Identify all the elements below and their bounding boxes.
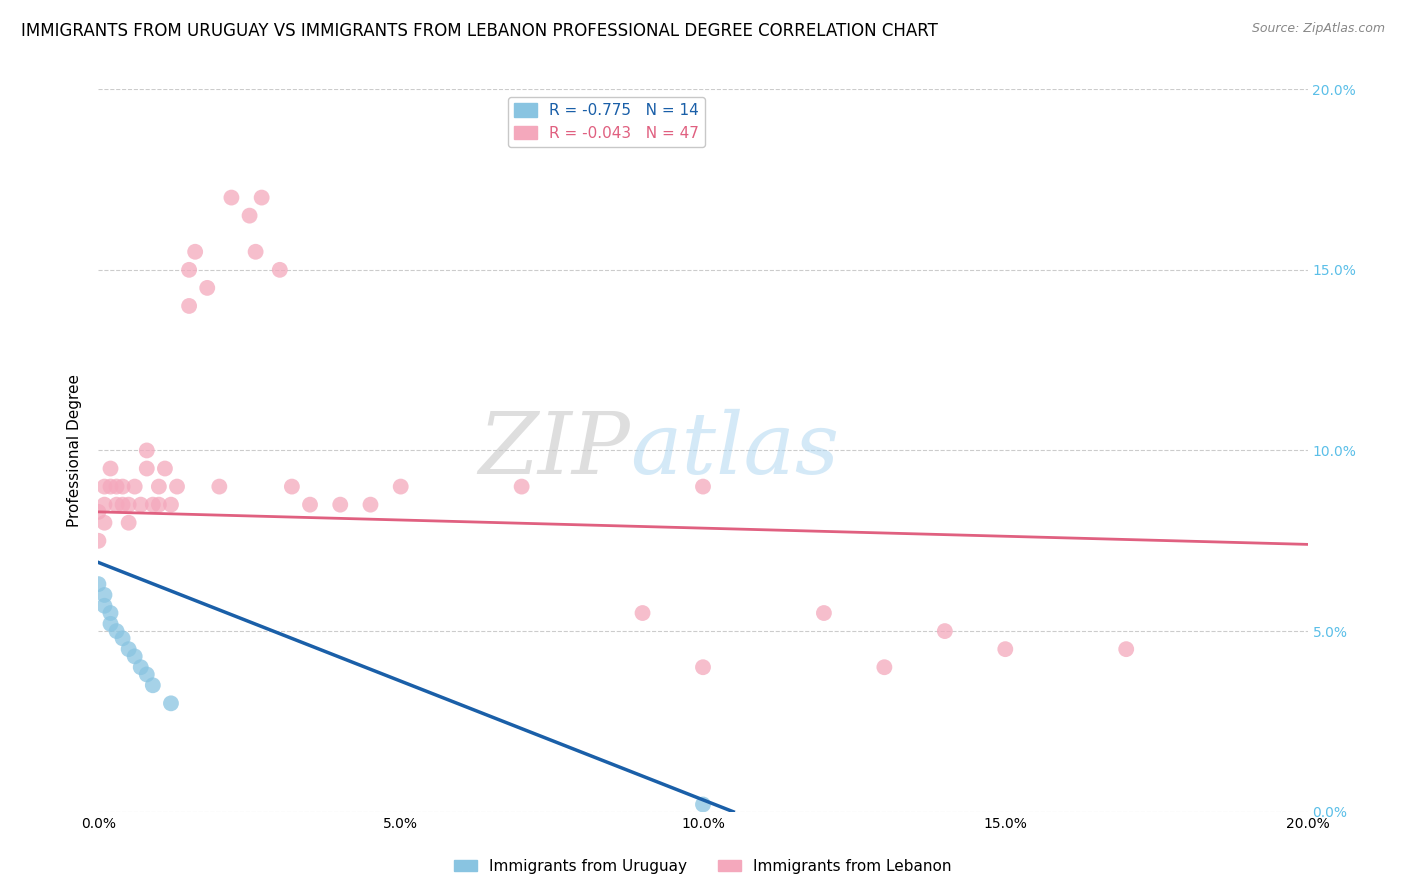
Point [692,797,714,812]
Point [111,480,134,494]
Point [135,443,157,458]
Point [118,498,141,512]
Point [239,209,262,223]
Point [129,498,152,512]
Point [510,480,533,494]
Point [179,263,201,277]
Point [135,461,157,475]
Point [250,191,273,205]
Point [281,480,304,494]
Point [299,498,322,512]
Point [813,606,835,620]
Point [148,480,170,494]
Point [100,480,122,494]
Point [100,606,122,620]
Point [93,599,115,613]
Point [160,697,183,711]
Point [329,498,352,512]
Point [87,577,110,591]
Point [873,660,896,674]
Point [692,660,714,674]
Point [100,461,122,475]
Point [692,480,714,494]
Point [208,480,231,494]
Point [142,498,165,512]
Point [195,281,218,295]
Point [179,299,201,313]
Point [360,498,382,512]
Legend: R = -0.775   N = 14, R = -0.043   N = 47: R = -0.775 N = 14, R = -0.043 N = 47 [508,97,704,147]
Point [389,480,412,494]
Point [631,606,654,620]
Point [87,533,110,548]
Y-axis label: Professional Degree: Professional Degree [67,374,83,527]
Point [93,498,115,512]
Point [142,678,165,692]
Point [269,263,291,277]
Point [111,632,134,646]
Point [166,480,188,494]
Point [118,642,141,657]
Text: ZIP: ZIP [478,409,630,491]
Point [153,461,176,475]
Point [994,642,1017,657]
Point [245,244,267,259]
Point [105,480,128,494]
Point [87,505,110,519]
Point [135,667,157,681]
Point [124,649,146,664]
Legend: Immigrants from Uruguay, Immigrants from Lebanon: Immigrants from Uruguay, Immigrants from… [449,853,957,880]
Text: atlas: atlas [630,409,839,491]
Point [1115,642,1137,657]
Point [111,498,134,512]
Point [105,624,128,639]
Text: Source: ZipAtlas.com: Source: ZipAtlas.com [1251,22,1385,36]
Point [934,624,956,639]
Point [124,480,146,494]
Point [129,660,152,674]
Point [93,480,115,494]
Point [100,616,122,631]
Point [93,516,115,530]
Point [148,498,170,512]
Point [160,498,183,512]
Point [105,498,128,512]
Point [93,588,115,602]
Point [118,516,141,530]
Point [221,191,243,205]
Point [184,244,207,259]
Text: IMMIGRANTS FROM URUGUAY VS IMMIGRANTS FROM LEBANON PROFESSIONAL DEGREE CORRELATI: IMMIGRANTS FROM URUGUAY VS IMMIGRANTS FR… [21,22,938,40]
